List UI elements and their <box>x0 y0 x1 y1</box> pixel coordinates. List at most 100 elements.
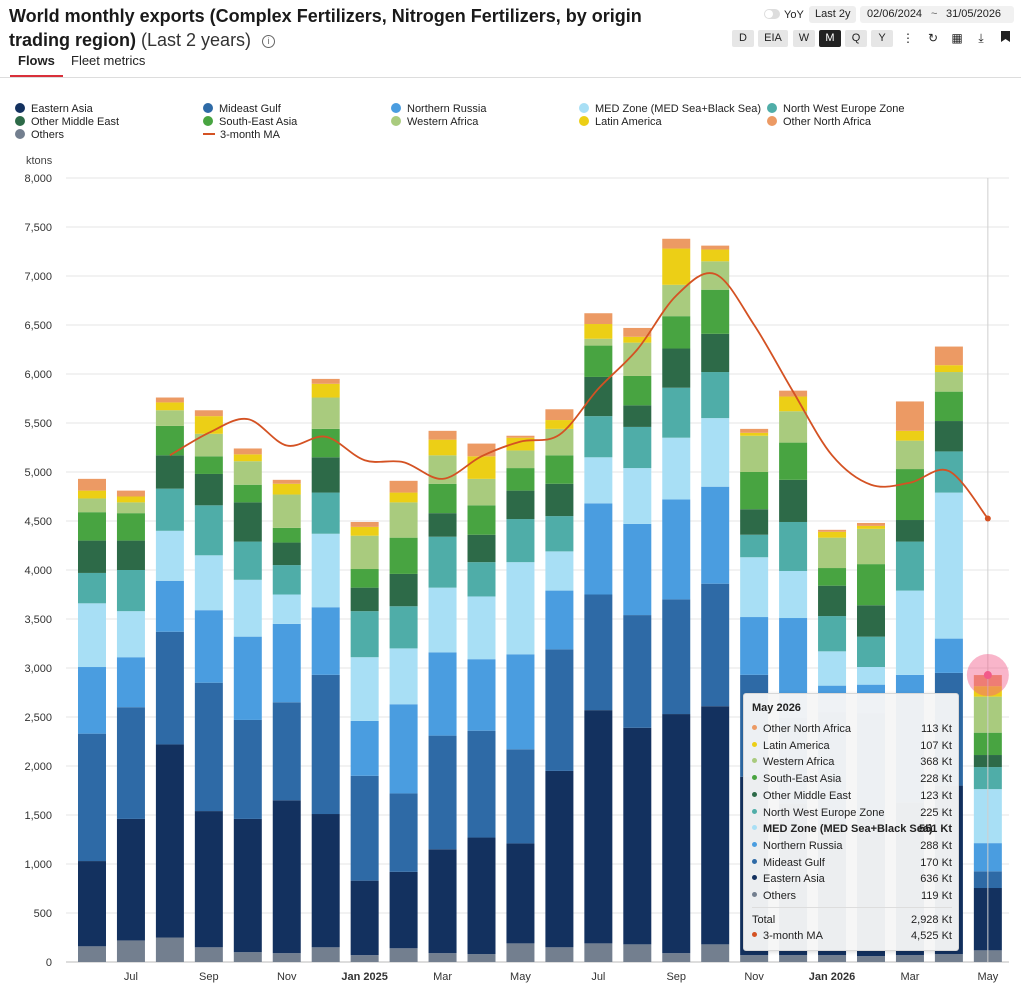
legend-item-others[interactable]: Others <box>15 129 64 142</box>
legend-item-3-month-ma[interactable]: 3-month MA <box>203 129 280 142</box>
date-range-picker[interactable]: 02/06/2024 ~ 31/05/2026 <box>860 6 1014 23</box>
yoy-toggle[interactable] <box>764 9 780 19</box>
bar-segment <box>857 667 885 685</box>
tooltip-row: MED Zone (MED Sea+Black Sea) 551 Kt <box>752 821 952 837</box>
bar-segment <box>194 473 223 506</box>
granularity-w-button[interactable]: W <box>793 30 815 47</box>
bar-segment <box>545 428 574 456</box>
info-icon[interactable]: i <box>262 35 276 48</box>
y-tick-label: 0 <box>46 957 52 969</box>
bar-segment <box>116 570 145 612</box>
y-tick-label: 2,000 <box>24 761 52 773</box>
bar-segment <box>467 596 496 660</box>
x-tick-label: Jan 2026 <box>809 971 855 983</box>
bar-segment <box>155 402 184 411</box>
tooltip-series-label: Western Africa <box>763 756 835 769</box>
granularity-y-button[interactable]: Y <box>871 30 893 47</box>
bar-segment <box>311 947 340 962</box>
bar-segment <box>389 573 418 607</box>
bar-segment <box>194 811 223 948</box>
tooltip-total-row: Total 2,928 Kt <box>752 912 952 928</box>
bar-segment <box>584 345 613 377</box>
bar-segment <box>350 535 379 570</box>
bar-segment <box>155 580 184 632</box>
tooltip-title: May 2026 <box>752 702 801 714</box>
bar-segment <box>779 479 808 522</box>
tab-flows[interactable]: Flows <box>10 53 63 77</box>
legend-label: North West Europe Zone <box>783 103 905 115</box>
legend-item-med-zone[interactable]: MED Zone (MED Sea+Black Sea) <box>579 103 761 116</box>
bar-segment <box>350 720 379 776</box>
x-tick-label: Jul <box>124 971 138 983</box>
refresh-icon[interactable]: ↻ <box>927 31 939 45</box>
legend-item-other-north-africa[interactable]: Other North Africa <box>767 116 871 129</box>
bar-segment <box>584 376 613 417</box>
bar-segment <box>701 245 730 250</box>
bar-segment <box>740 432 769 436</box>
bar-segment <box>701 706 730 945</box>
bar-segment <box>545 483 574 517</box>
tooltip-series-value: 113 Kt <box>921 723 952 735</box>
download-icon[interactable]: ⤓ <box>978 31 984 45</box>
period-label: (Last 2 years) <box>141 30 252 50</box>
bar-segment <box>350 955 379 962</box>
date-from[interactable]: 02/06/2024 <box>867 8 923 20</box>
date-to[interactable]: 31/05/2026 <box>946 8 1002 20</box>
legend-item-northern-russia[interactable]: Northern Russia <box>391 103 486 116</box>
tooltip-series-label: Mideast Gulf <box>763 856 825 869</box>
bar-segment <box>311 383 340 398</box>
y-tick-label: 1,500 <box>24 810 52 822</box>
bar-segment <box>584 594 613 711</box>
tab-fleet-metrics[interactable]: Fleet metrics <box>71 53 146 68</box>
y-tick-label: 5,500 <box>24 418 52 430</box>
bar-segment <box>545 420 574 429</box>
bar-segment <box>701 583 730 707</box>
grid-icon[interactable]: ▦ <box>951 31 963 45</box>
granularity-d-button[interactable]: D <box>732 30 754 47</box>
bar-segment <box>701 372 730 419</box>
bar-segment <box>701 486 730 584</box>
bar-segment <box>506 562 535 655</box>
bar-segment <box>623 426 652 469</box>
bar-segment <box>272 702 301 801</box>
bar-segment <box>233 461 262 485</box>
bar-segment <box>78 490 106 499</box>
bar-segment <box>233 952 262 962</box>
tooltip-row: Latin America 107 Kt <box>752 738 952 754</box>
bar-segment <box>389 492 418 503</box>
bar-segment <box>545 590 574 650</box>
bar-segment <box>78 498 106 513</box>
bar-segment <box>155 744 184 938</box>
bar-segment <box>428 735 457 850</box>
bar-segment <box>623 615 652 728</box>
granularity-q-button[interactable]: Q <box>845 30 867 47</box>
bar-segment <box>584 313 613 325</box>
bar-segment <box>779 955 808 962</box>
bookmark-icon[interactable] <box>998 31 1012 45</box>
legend-item-eastern-asia[interactable]: Eastern Asia <box>15 103 93 116</box>
ma-point <box>984 515 991 522</box>
legend-item-other-middle-east[interactable]: Other Middle East <box>15 116 119 129</box>
tooltip-series-value: 228 Kt <box>920 773 952 786</box>
bar-segment <box>116 540 145 570</box>
more-vertical-icon[interactable]: ⋮ <box>902 31 914 45</box>
tooltip-series-dot <box>752 825 757 831</box>
bar-segment <box>389 606 418 649</box>
granularity-m-button[interactable]: M <box>819 30 841 47</box>
bar-segment <box>311 533 340 608</box>
tooltip-series-label: Other North Africa <box>763 723 852 735</box>
legend-item-south-east-asia[interactable]: South-East Asia <box>203 116 297 129</box>
bar-segment <box>389 480 418 493</box>
legend-item-latin-america[interactable]: Latin America <box>579 116 662 129</box>
bar-segment <box>233 636 262 720</box>
range-button[interactable]: Last 2y <box>809 6 857 23</box>
tooltip-series-dot <box>752 841 757 847</box>
granularity-eia-button[interactable]: EIA <box>758 30 788 47</box>
bar-segment <box>662 316 691 349</box>
bar-segment <box>934 372 963 392</box>
legend-item-western-africa[interactable]: Western Africa <box>391 116 478 129</box>
bar-segment <box>467 659 496 731</box>
legend-label: Eastern Asia <box>31 103 93 115</box>
legend-item-mideast-gulf[interactable]: Mideast Gulf <box>203 103 281 116</box>
legend-item-north-west-europe[interactable]: North West Europe Zone <box>767 103 904 116</box>
